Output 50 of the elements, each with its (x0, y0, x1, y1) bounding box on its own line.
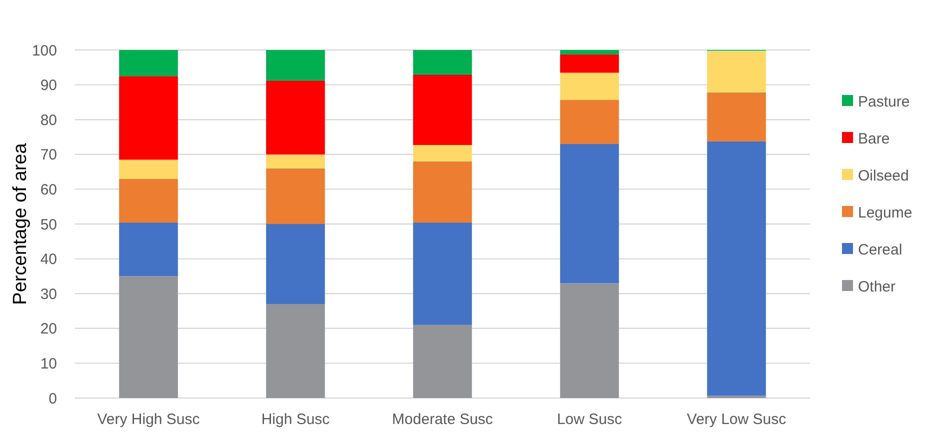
bar (266, 80, 325, 154)
legend-label: Other (858, 278, 896, 296)
legend-label: Oilseed (858, 167, 909, 184)
bar (119, 76, 178, 160)
bar (266, 304, 325, 398)
x-tick-label: Very Low Susc (686, 411, 787, 428)
bar (413, 161, 472, 222)
bar (413, 74, 472, 146)
bar (560, 100, 619, 144)
legend-label: Pasture (858, 93, 910, 110)
bar (560, 72, 619, 100)
bar (119, 276, 178, 398)
bar (560, 283, 619, 398)
x-tick-label: Moderate Susc (392, 411, 494, 428)
bar (266, 168, 325, 224)
y-tick-label: 100 (32, 42, 57, 60)
bar (413, 145, 472, 162)
y-axis-title: Percentage of area (10, 142, 31, 305)
bar (707, 141, 766, 396)
y-tick-label: 40 (40, 251, 57, 268)
bar (560, 144, 619, 284)
bar (413, 222, 472, 325)
x-tick-label: High Susc (261, 411, 330, 428)
x-tick-label: Low Susc (556, 411, 623, 428)
x-tick-label: Very High Susc (97, 411, 200, 428)
y-tick-label: 20 (40, 320, 57, 338)
bar (119, 178, 178, 222)
bar (119, 50, 178, 76)
bar (266, 224, 325, 304)
y-tick-label: 10 (40, 355, 57, 372)
y-tick-label: 70 (40, 146, 57, 164)
bar (266, 154, 325, 168)
bar (266, 50, 325, 80)
bar (560, 50, 619, 54)
legend-label: Bare (858, 130, 890, 148)
y-tick-label: 80 (40, 112, 57, 129)
y-tick-label: 0 (48, 390, 57, 408)
y-tick-label: 50 (40, 216, 57, 234)
bar (119, 222, 178, 276)
legend-label: Cereal (858, 241, 902, 258)
y-tick-label: 60 (40, 181, 57, 198)
bar (413, 50, 472, 74)
bar (707, 50, 766, 92)
y-tick-label: 30 (40, 286, 57, 303)
y-tick-label: 90 (40, 77, 57, 94)
bar (119, 160, 178, 179)
bar (560, 54, 619, 73)
bar (707, 92, 766, 142)
bar (413, 324, 472, 398)
legend-label: Legume (858, 204, 912, 222)
